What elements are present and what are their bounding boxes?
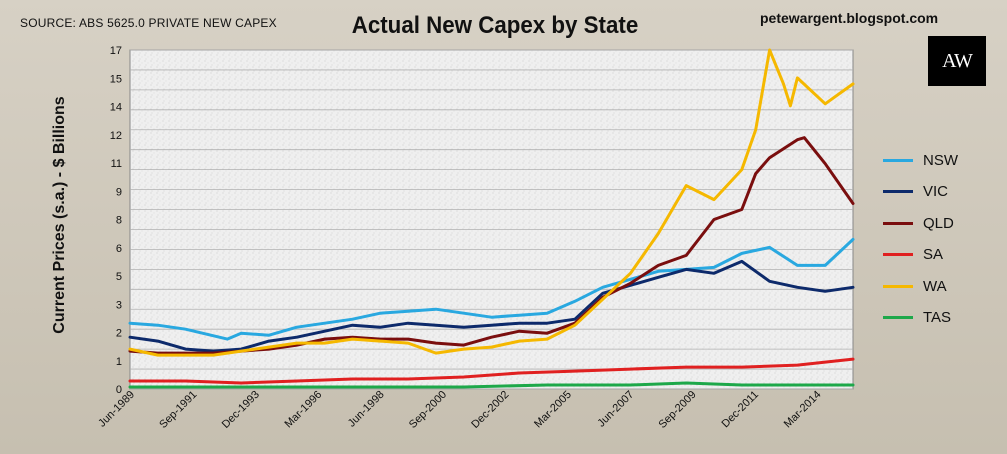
x-tick-label: Dec-1993 — [220, 389, 262, 431]
x-tick-label: Jun-2007 — [595, 389, 636, 430]
x-tick-label: Mar-2005 — [532, 389, 574, 431]
y-tick-label: 14 — [110, 102, 122, 114]
series-line-vic — [128, 259, 855, 353]
legend-label: WA — [923, 277, 947, 295]
y-tick-label: 12 — [110, 130, 122, 142]
x-tick-label: Dec-2011 — [719, 389, 761, 431]
y-tick-label: 6 — [116, 243, 122, 255]
x-tick-label: Sep-2000 — [407, 389, 449, 431]
x-tick-label: Mar-1996 — [283, 389, 325, 431]
y-tick-label: 8 — [116, 215, 122, 227]
y-tick-label: 17 — [110, 45, 122, 57]
y-tick-label: 15 — [110, 73, 122, 85]
series-line-sa — [128, 357, 855, 385]
legend-item-vic: VIC — [883, 182, 948, 202]
series-line-wa — [128, 48, 855, 357]
legend-item-qld: QLD — [883, 213, 954, 233]
legend-label: SA — [923, 246, 944, 263]
legend-swatch — [883, 158, 913, 162]
legend-swatch — [883, 221, 913, 225]
legend-label: VIC — [923, 183, 949, 200]
x-tick-label: Jun-1998 — [346, 389, 387, 430]
x-tick-label: Dec-2002 — [469, 389, 511, 431]
legend-swatch — [883, 316, 913, 319]
y-tick-label: 3 — [116, 299, 122, 311]
series-line-nsw — [128, 237, 855, 341]
legend-label: NSW — [923, 151, 958, 169]
y-tick-label: 9 — [116, 186, 122, 198]
chart-title: Actual New Capex by State — [351, 12, 639, 39]
x-tick-label: Sep-1991 — [157, 389, 199, 431]
legend-item-nsw: NSW — [883, 150, 958, 170]
y-tick-label: 0 — [116, 384, 122, 396]
legend-item-tas: TAS — [883, 308, 951, 328]
y-tick-label: 1 — [116, 356, 122, 368]
x-tick-label: Mar-2014 — [782, 389, 824, 431]
x-tick-label: Sep-2009 — [656, 389, 698, 431]
series-line-tas — [128, 381, 855, 389]
y-tick-label: 5 — [116, 271, 122, 283]
legend-label: TAS — [923, 309, 952, 326]
blog-credit: petewargent.blogspot.com — [760, 10, 939, 26]
legend-swatch — [883, 284, 913, 288]
legend-swatch — [883, 190, 913, 193]
legend-swatch — [883, 253, 913, 256]
legend-item-wa: WA — [883, 276, 947, 296]
source-note: SOURCE: ABS 5625.0 PRIVATE NEW CAPEX — [20, 16, 277, 30]
aw-logo: AW — [928, 36, 986, 86]
legend-label: QLD — [923, 214, 954, 232]
legend-item-sa: SA — [883, 245, 943, 265]
y-tick-label: 2 — [116, 328, 122, 340]
y-tick-label: 11 — [111, 158, 122, 170]
